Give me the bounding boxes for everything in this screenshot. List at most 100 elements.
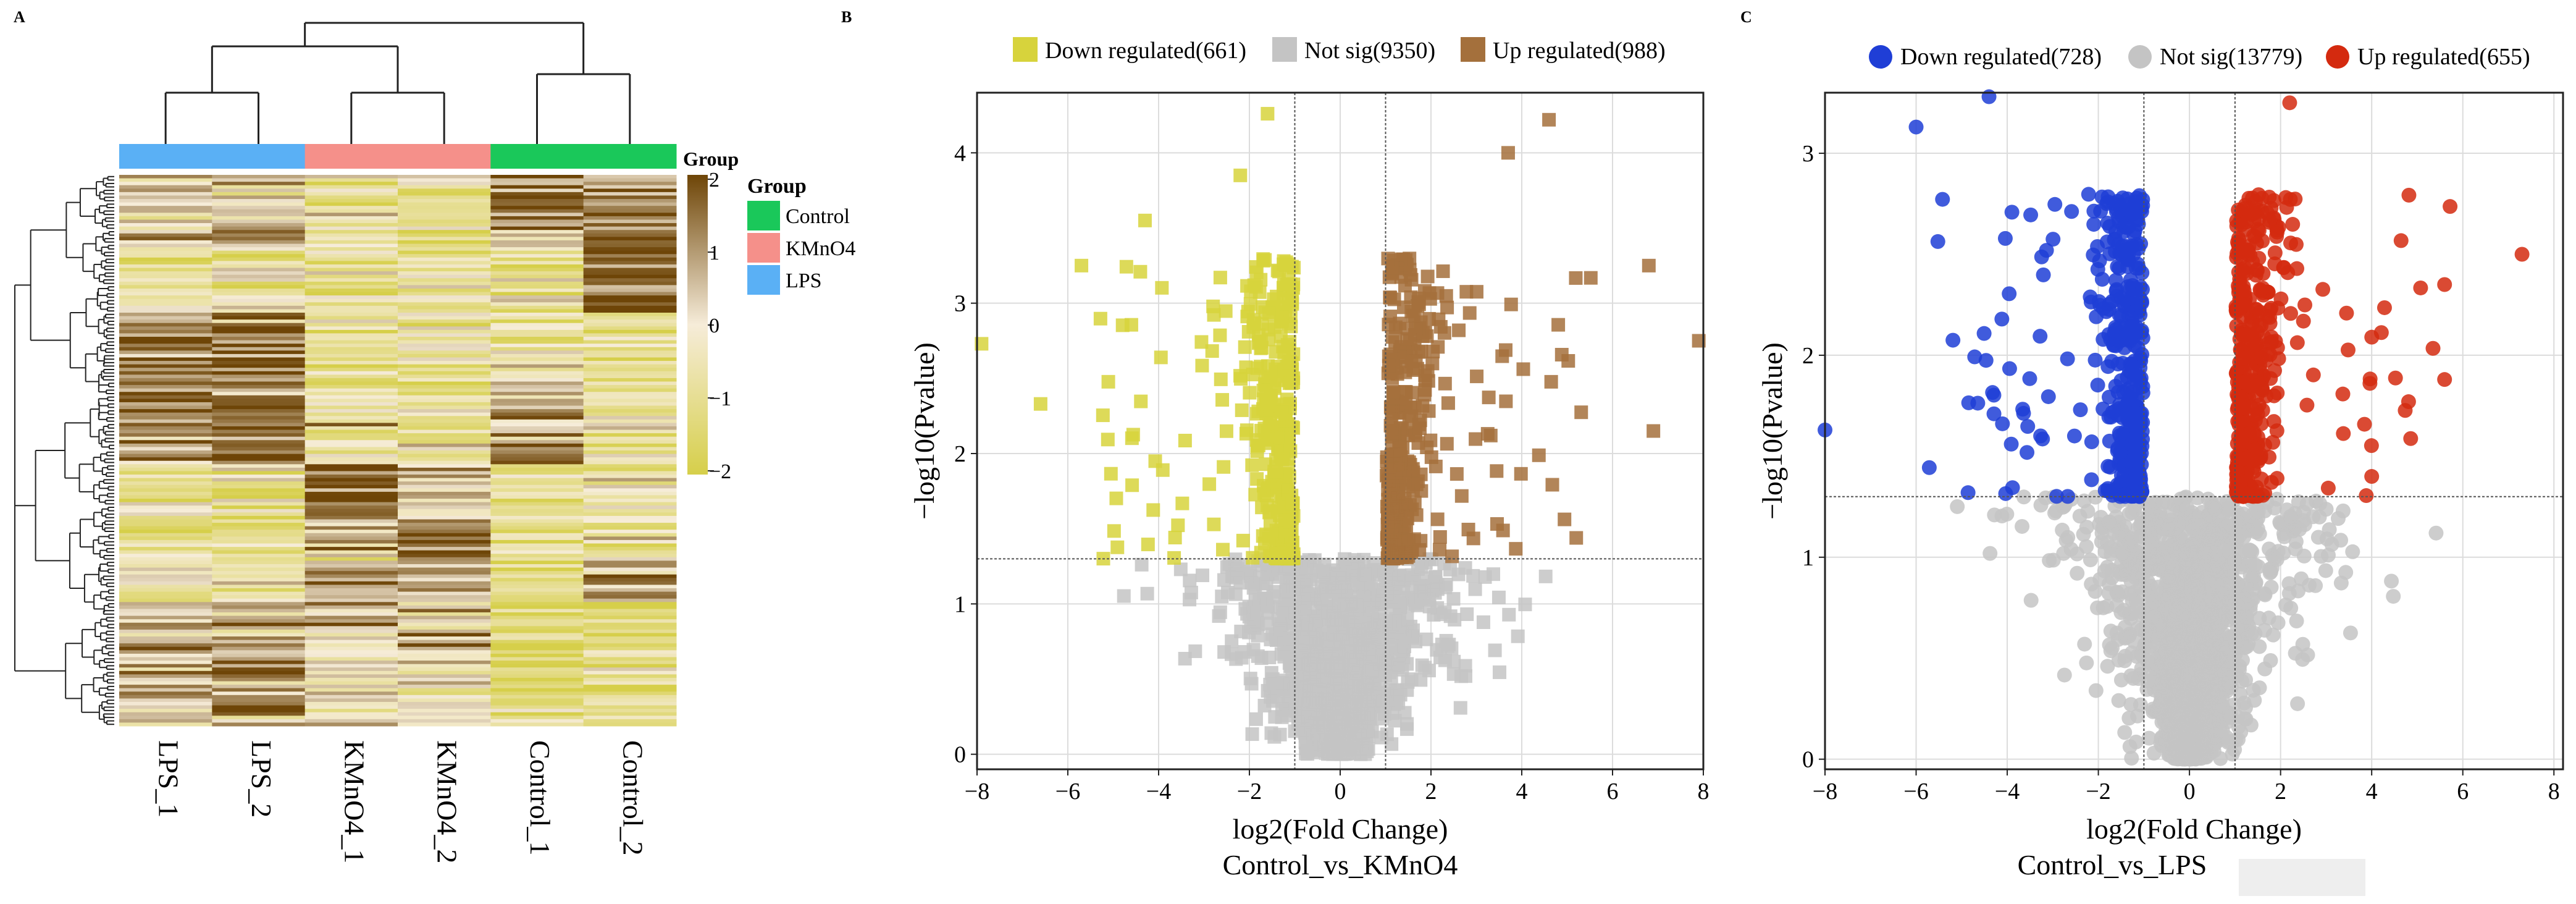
point-down-regulated (1168, 530, 1182, 544)
colorbar-tick-label: 2 (709, 169, 720, 192)
heatmap-cell (490, 547, 584, 551)
heatmap-cell (119, 581, 212, 585)
heatmap-cell (212, 685, 306, 689)
heatmap-cell (398, 405, 491, 410)
heatmap-cell (583, 371, 677, 375)
heatmap-cell (119, 509, 212, 513)
heatmap-cell (490, 564, 584, 568)
volcano-b-legend: Down regulated(661) Not sig(9350) Up regul… (1013, 37, 1666, 64)
heatmap-cell (212, 574, 306, 578)
point-down-regulated (1154, 350, 1168, 365)
heatmap-cell (119, 633, 212, 637)
heatmap-cell (212, 605, 306, 609)
heatmap-cell (398, 512, 491, 517)
heatmap-cell (398, 581, 491, 585)
point-not-sig (1502, 607, 1516, 622)
heatmap-cell (212, 175, 306, 179)
heatmap-cell (583, 209, 677, 213)
heatmap-cell (212, 674, 306, 678)
heatmap-cell (212, 677, 306, 682)
heatmap-cell (398, 209, 491, 213)
point-down-regulated (1286, 281, 1300, 295)
heatmap-cell (212, 423, 306, 427)
point-down-regulated (1214, 372, 1228, 386)
point-not-sig (1346, 667, 1360, 681)
heatmap-cell (304, 670, 398, 675)
heatmap-cell (398, 533, 491, 537)
heatmap-cell (490, 199, 584, 203)
point-not-sig (1289, 579, 1303, 593)
heatmap-cell (583, 454, 677, 458)
point-not-sig (1263, 677, 1277, 691)
colorbar-tick-label: −1 (709, 387, 731, 410)
heatmap-cell (398, 195, 491, 200)
heatmap-cell (304, 691, 398, 696)
heatmap-cell (212, 636, 306, 641)
point-not-sig (1291, 656, 1305, 670)
heatmap-cell (583, 491, 677, 496)
heatmap-cell (119, 305, 212, 310)
heatmap-cell (490, 447, 584, 451)
colorbar-tick-label: −2 (709, 460, 731, 483)
heatmap-cell (212, 268, 306, 272)
point-up-regulated (1392, 476, 1406, 491)
point-not-sig (2124, 750, 2139, 766)
x-tick-label: −4 (1146, 779, 1171, 805)
heatmap-cell (398, 295, 491, 300)
heatmap-cell (583, 650, 677, 654)
point-not-sig (1215, 589, 1229, 604)
heatmap-cell (212, 333, 306, 337)
point-down-regulated (1171, 518, 1185, 533)
point-not-sig (1264, 726, 1278, 740)
heatmap-cell (212, 657, 306, 661)
heatmap-cell (119, 243, 212, 248)
heatmap-cell (304, 268, 398, 272)
heatmap-cell (398, 374, 491, 379)
heatmap-cell (119, 533, 212, 537)
heatmap-cell (212, 588, 306, 593)
heatmap-column-label: LPS_2 (246, 740, 277, 817)
heatmap-cell (583, 571, 677, 575)
heatmap-cell (490, 268, 584, 272)
heatmap-cell (583, 605, 677, 609)
point-not-sig (1354, 701, 1368, 715)
legend-swatch (1272, 37, 1297, 62)
heatmap-cell (304, 447, 398, 451)
heatmap-cell (490, 329, 584, 334)
x-tick-label: −6 (1055, 779, 1080, 805)
heatmap-cell (119, 530, 212, 534)
heatmap-cell (583, 598, 677, 602)
heatmap-cell (212, 484, 306, 489)
heatmap-cell (119, 371, 212, 375)
point-not-sig (1358, 675, 1372, 689)
heatmap-cell (398, 646, 491, 651)
heatmap-cell (583, 237, 677, 241)
heatmap-cell (212, 581, 306, 585)
point-up-regulated (1466, 531, 1480, 546)
heatmap-cell (119, 295, 212, 300)
point-not-sig (2314, 549, 2329, 564)
point-up-regulated (1417, 387, 1432, 402)
heatmap-cell (398, 357, 491, 361)
heatmap-cell (398, 523, 491, 527)
heatmap-cell (212, 302, 306, 306)
heatmap-cell (212, 633, 306, 637)
heatmap-cell (583, 640, 677, 644)
point-down-regulated (1101, 433, 1115, 447)
heatmap-cell (304, 175, 398, 179)
heatmap-cell (304, 633, 398, 637)
heatmap-cell (490, 292, 584, 296)
heatmap-cell (583, 233, 677, 237)
heatmap-cell (304, 543, 398, 547)
heatmap-cell (304, 316, 398, 320)
heatmap-cell (304, 361, 398, 365)
heatmap-cell (119, 412, 212, 416)
heatmap-cell (490, 209, 584, 213)
y-tick-label: 1 (954, 591, 966, 617)
heatmap-cell (212, 591, 306, 596)
heatmap-cell (490, 350, 584, 355)
heatmap-cell (583, 326, 677, 331)
point-up-regulated (1385, 330, 1399, 344)
heatmap-cell (398, 254, 491, 258)
point-up-regulated (1516, 362, 1530, 376)
